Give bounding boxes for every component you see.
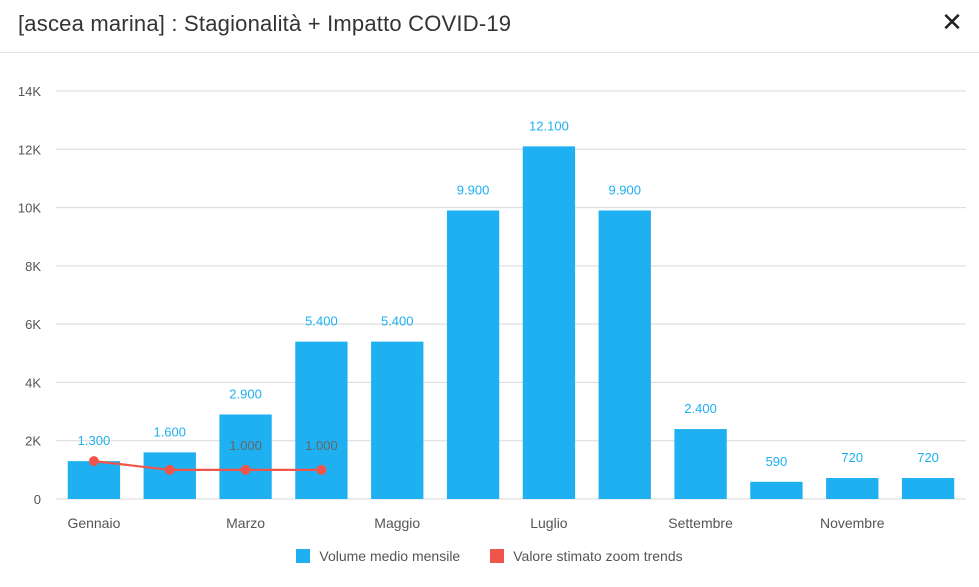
bar-value-label: 1.600 xyxy=(153,424,186,439)
line-point xyxy=(88,456,99,467)
bar xyxy=(901,478,955,499)
bar xyxy=(143,452,196,499)
legend-swatch-line xyxy=(490,549,505,563)
bar xyxy=(598,210,651,499)
bar-value-label: 9.900 xyxy=(608,182,641,197)
line-value-label: 1.000 xyxy=(229,438,262,453)
bar-value-label: 5.400 xyxy=(381,314,414,329)
bar xyxy=(295,341,348,499)
y-tick-label: 14K xyxy=(18,84,41,99)
line-series xyxy=(93,460,322,471)
bar xyxy=(67,461,121,499)
y-tick-label: 12K xyxy=(18,142,41,157)
x-tick-label: Luglio xyxy=(530,515,568,531)
bar-value-label: 12.100 xyxy=(529,118,569,133)
legend-label-bar: Volume medio mensile xyxy=(319,548,461,564)
legend-label-line: Valore stimato zoom trends xyxy=(513,548,683,564)
bar-value-label: 5.400 xyxy=(305,314,338,329)
legend-item-line[interactable]: Valore stimato zoom trends xyxy=(490,548,683,564)
y-tick-label: 10K xyxy=(18,201,41,216)
bar-value-label: 2.900 xyxy=(229,386,262,401)
bar-value-label: 1.300 xyxy=(78,433,111,448)
bar xyxy=(522,146,576,499)
bar-value-label: 720 xyxy=(841,450,863,465)
close-icon[interactable]: ✕ xyxy=(941,7,963,37)
bar xyxy=(371,341,424,499)
bar-value-label: 590 xyxy=(766,454,788,469)
line-point xyxy=(240,464,251,475)
legend: Volume medio mensile Valore stimato zoom… xyxy=(0,545,979,567)
bar xyxy=(826,478,879,499)
line-value-label: 1.000 xyxy=(305,438,338,453)
bar xyxy=(750,481,803,499)
y-tick-label: 6K xyxy=(25,317,41,332)
x-tick-label: Gennaio xyxy=(67,515,120,531)
legend-swatch-bar xyxy=(296,549,311,563)
y-tick-label: 4K xyxy=(25,375,41,390)
line-point xyxy=(316,464,327,475)
bar-value-label: 9.900 xyxy=(457,182,490,197)
bar xyxy=(446,210,500,499)
x-tick-label: Novembre xyxy=(820,515,885,531)
header: [ascea marina] : Stagionalità + Impatto … xyxy=(0,0,979,53)
bar xyxy=(674,429,727,499)
x-tick-label: Settembre xyxy=(668,515,733,531)
legend-item-bar[interactable]: Volume medio mensile xyxy=(296,548,460,564)
y-tick-label: 2K xyxy=(25,434,41,449)
x-tick-label: Marzo xyxy=(226,515,265,531)
x-tick-label: Maggio xyxy=(374,515,420,531)
bar-value-label: 2.400 xyxy=(684,401,717,416)
bar xyxy=(219,414,272,499)
page-title: [ascea marina] : Stagionalità + Impatto … xyxy=(18,11,512,36)
line-point xyxy=(164,464,175,475)
chart: 0 2K 4K 6K 8K 10K 12K 14K 1.300 1.600 2.900 5.400 5.… xyxy=(18,84,966,531)
y-tick-label: 8K xyxy=(25,259,41,274)
bar-value-label: 720 xyxy=(917,450,939,465)
y-tick-label: 0 xyxy=(34,492,41,507)
